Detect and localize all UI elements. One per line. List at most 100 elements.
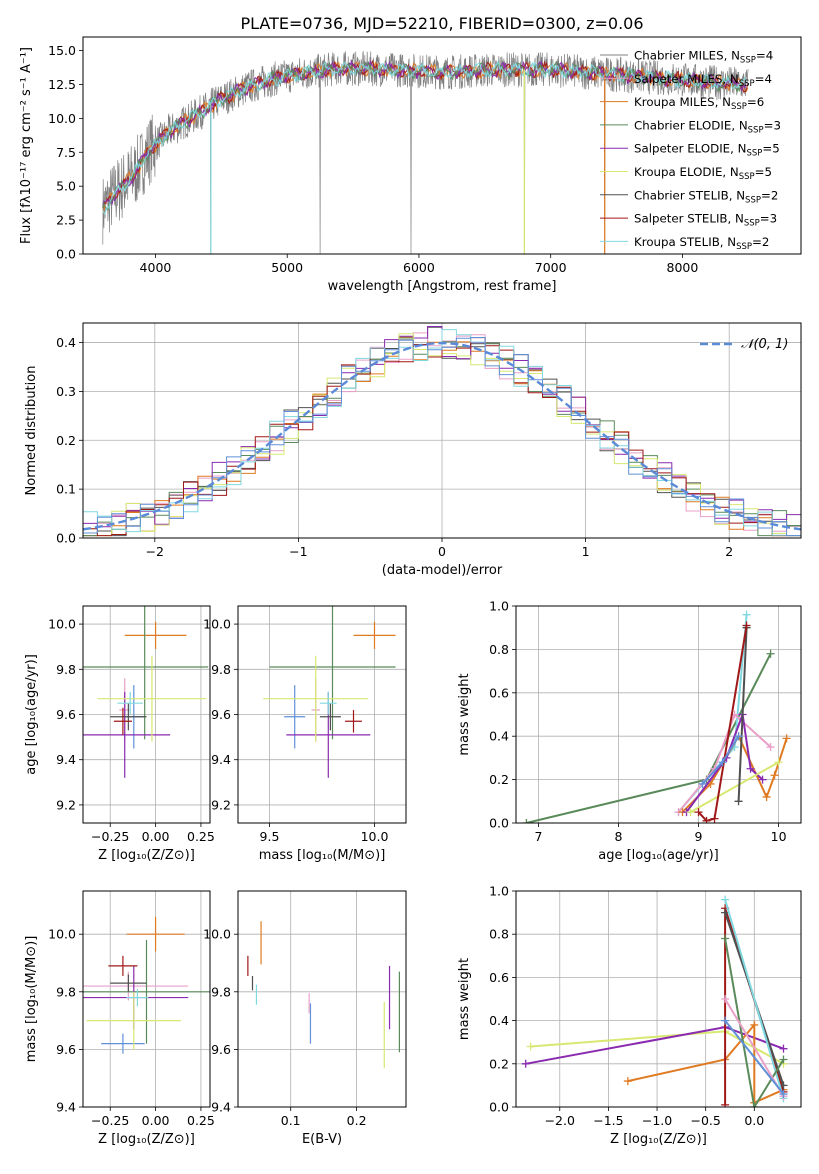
x-tick-label: 8000	[667, 260, 699, 275]
legend-label: Salpeter ELODIE, NSSP=5	[634, 142, 780, 159]
y-tick-label: 9.6	[211, 707, 231, 722]
legend-sub: SSP	[736, 242, 752, 252]
x-tick-label: 6000	[403, 260, 435, 275]
x-tick-label: −1.0	[642, 1113, 672, 1128]
plot-content	[83, 916, 210, 1054]
axes-frame	[82, 36, 802, 255]
weight-marker	[702, 816, 711, 823]
x-tick-label: 0.0	[744, 1113, 764, 1128]
x-tick-label: −1.5	[593, 1113, 623, 1128]
weight-line	[724, 938, 785, 1107]
y-tick-label: 1.0	[489, 599, 509, 614]
plot-area	[516, 606, 801, 823]
y-tick-label: 0.2	[56, 433, 76, 448]
x-tick-label: 9	[695, 829, 703, 844]
y-tick-label: 9.8	[56, 662, 76, 677]
y-tick-label: 9.4	[211, 752, 231, 767]
x-tick-label: 0	[438, 544, 446, 559]
y-tick-label: 1.0	[489, 884, 509, 899]
plot-content	[521, 895, 788, 1107]
weight-marker	[710, 814, 719, 823]
y-tick-label: 0.4	[56, 335, 76, 350]
plot-content	[102, 51, 749, 254]
weight-marker	[721, 995, 730, 1003]
weight-marker	[742, 610, 751, 619]
y-tick-label: 9.8	[211, 984, 231, 999]
residual-histogram	[83, 329, 801, 537]
legend-name: Salpeter ELODIE, N	[634, 142, 746, 156]
y-axis-label: Normed distribution	[24, 366, 39, 496]
y-tick-label: 15.0	[48, 43, 76, 58]
weight-marker	[779, 1055, 788, 1064]
y-tick-label: 0.6	[489, 685, 509, 700]
legend-count: =5	[755, 165, 772, 179]
y-tick-label: 2.5	[56, 213, 76, 228]
weight-marker	[770, 771, 779, 780]
x-tick-label: −0.25	[91, 1113, 129, 1128]
legend-label: Salpeter MILES, NSSP=4	[634, 72, 772, 89]
legend-count: =3	[764, 118, 781, 132]
legend-sub: SSP	[739, 79, 755, 89]
weight-marker	[686, 808, 695, 817]
residual-histogram	[83, 337, 801, 537]
x-tick-label: 8	[614, 829, 622, 844]
weight-marker	[766, 743, 775, 752]
legend-sub: SSP	[746, 149, 762, 159]
x-tick-label: −0.25	[91, 829, 129, 844]
x-tick-label: −1	[289, 544, 307, 559]
x-tick-label: −0.5	[690, 1113, 720, 1128]
y-tick-label: 0.2	[489, 1056, 509, 1071]
y-tick-label: 10.0	[48, 617, 76, 632]
legend-name: Chabrier MILES, N	[634, 49, 740, 63]
y-axis-label: Flux [fλ10⁻¹⁷ erg cm⁻² s⁻¹ A⁻¹]	[19, 47, 34, 244]
x-tick-label: −2.0	[545, 1113, 575, 1128]
legend-count: =2	[761, 188, 778, 202]
weight-marker	[526, 1042, 535, 1051]
y-tick-label: 0.8	[489, 927, 509, 942]
weight-marker	[721, 1016, 730, 1025]
y-axis-label: mass weight	[457, 673, 472, 755]
weight-marker	[721, 908, 730, 917]
x-axis-label: E(B-V)	[302, 1132, 342, 1147]
weight-line	[737, 627, 748, 802]
x-tick-label: 5000	[271, 260, 303, 275]
axes-frame	[515, 605, 802, 824]
legend-count: =3	[760, 212, 777, 226]
legend-label: Kroupa STELIB, NSSP=2	[634, 235, 769, 252]
x-tick-label: 7	[534, 829, 542, 844]
axes-frame	[237, 605, 407, 824]
x-tick-label: −2	[146, 544, 164, 559]
legend-label: Salpeter STELIB, NSSP=3	[634, 212, 777, 229]
plot-content	[263, 606, 396, 778]
weight-line	[697, 625, 748, 822]
weight-marker	[698, 779, 707, 788]
weight-marker	[694, 808, 703, 817]
x-tick-label: 7000	[535, 260, 567, 275]
legend-label: Chabrier ELODIE, NSSP=3	[634, 118, 781, 135]
x-tick-label: 0.25	[187, 1113, 215, 1128]
x-tick-label: 0.1	[281, 1113, 301, 1128]
x-tick-label: 9.5	[260, 829, 280, 844]
legend-name: Kroupa ELODIE, N	[634, 165, 739, 179]
y-tick-label: 9.2	[211, 797, 231, 812]
y-tick-label: 9.8	[56, 984, 76, 999]
mass_vs_Z-panel: −0.25 0.00 0.25 9.4 9.6 9.8 10.0 Z [log₁₀(Z/Z⊙)…	[24, 890, 215, 1147]
y-axis-label: mass weight	[457, 958, 472, 1040]
weight-marker	[734, 732, 743, 741]
weight-marker	[742, 621, 751, 630]
legend-count: =5	[762, 142, 779, 156]
legend-sub: SSP	[731, 102, 747, 112]
weight-marker	[758, 775, 767, 784]
weight-marker	[779, 1090, 788, 1099]
legend-name: Kroupa STELIB, N	[634, 235, 736, 249]
axes-frame	[82, 605, 211, 824]
y-tick-label: 0.0	[489, 816, 509, 831]
x-axis-label: Z [log₁₀(Z/Z⊙)]	[98, 1132, 195, 1147]
weight-marker	[762, 792, 771, 801]
weight-marker	[623, 1077, 632, 1086]
weight-line	[677, 712, 772, 813]
y-axis-label: mass [log₁₀(M/M⊙)]	[24, 936, 39, 1063]
mass_weight_vs_age-panel: 7 8 9 10 0.0 0.2 0.4 0.6 0.8 1.0 age [log₁₀(age/yr…	[457, 599, 802, 863]
y-tick-label: 0.0	[489, 1100, 509, 1115]
